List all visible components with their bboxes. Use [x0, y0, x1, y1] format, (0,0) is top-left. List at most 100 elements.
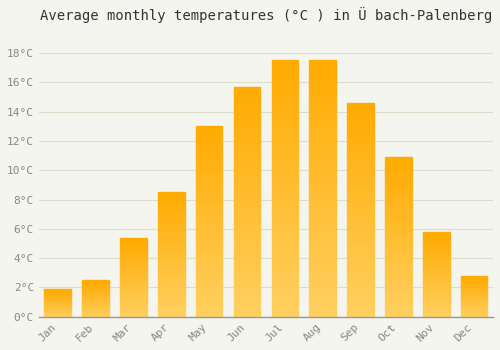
- Bar: [461, 276, 487, 317]
- Bar: [234, 234, 260, 239]
- Bar: [461, 306, 487, 307]
- Bar: [272, 214, 298, 219]
- Bar: [423, 307, 450, 308]
- Bar: [348, 197, 374, 201]
- Bar: [158, 234, 184, 237]
- Bar: [272, 65, 298, 71]
- Bar: [196, 222, 222, 225]
- Bar: [120, 244, 146, 246]
- Bar: [272, 209, 298, 214]
- Bar: [234, 169, 260, 174]
- Bar: [272, 194, 298, 199]
- Bar: [272, 60, 298, 65]
- Bar: [196, 267, 222, 271]
- Bar: [423, 264, 450, 266]
- Bar: [348, 282, 374, 287]
- Bar: [310, 271, 336, 276]
- Bar: [423, 303, 450, 305]
- Bar: [385, 157, 411, 160]
- Bar: [44, 312, 71, 313]
- Bar: [158, 207, 184, 210]
- Bar: [82, 291, 109, 292]
- Bar: [348, 103, 374, 107]
- Bar: [272, 112, 298, 117]
- Bar: [120, 310, 146, 312]
- Bar: [272, 250, 298, 255]
- Bar: [272, 266, 298, 271]
- Bar: [44, 307, 71, 308]
- Bar: [310, 86, 336, 91]
- Bar: [272, 301, 298, 307]
- Bar: [310, 76, 336, 81]
- Bar: [348, 124, 374, 128]
- Bar: [158, 210, 184, 212]
- Bar: [234, 160, 260, 165]
- Bar: [461, 283, 487, 284]
- Bar: [423, 278, 450, 279]
- Title: Average monthly temperatures (°C ) in Ü bach-Palenberg: Average monthly temperatures (°C ) in Ü …: [40, 7, 492, 23]
- Bar: [310, 266, 336, 271]
- Bar: [385, 288, 411, 291]
- Bar: [196, 286, 222, 290]
- Bar: [348, 270, 374, 274]
- Bar: [234, 96, 260, 100]
- Bar: [348, 116, 374, 120]
- Bar: [44, 309, 71, 310]
- Bar: [120, 290, 146, 292]
- Bar: [385, 163, 411, 167]
- Bar: [196, 206, 222, 210]
- Bar: [272, 189, 298, 194]
- Bar: [272, 219, 298, 224]
- Bar: [423, 301, 450, 303]
- Bar: [196, 275, 222, 279]
- Bar: [82, 313, 109, 314]
- Bar: [348, 244, 374, 248]
- Bar: [385, 228, 411, 231]
- Bar: [272, 230, 298, 235]
- Bar: [234, 87, 260, 317]
- Bar: [348, 278, 374, 282]
- Bar: [385, 259, 411, 262]
- Bar: [234, 294, 260, 299]
- Bar: [120, 241, 146, 243]
- Bar: [310, 214, 336, 219]
- Bar: [423, 257, 450, 259]
- Bar: [196, 260, 222, 264]
- Bar: [234, 142, 260, 147]
- Bar: [461, 305, 487, 306]
- Bar: [120, 274, 146, 276]
- Bar: [234, 147, 260, 151]
- Bar: [196, 248, 222, 252]
- Bar: [44, 301, 71, 302]
- Bar: [234, 188, 260, 193]
- Bar: [120, 273, 146, 274]
- Bar: [120, 288, 146, 290]
- Bar: [234, 303, 260, 308]
- Bar: [272, 296, 298, 301]
- Bar: [272, 60, 298, 317]
- Bar: [158, 257, 184, 259]
- Bar: [385, 282, 411, 285]
- Bar: [82, 300, 109, 301]
- Bar: [120, 255, 146, 257]
- Bar: [461, 297, 487, 298]
- Bar: [385, 243, 411, 246]
- Bar: [310, 245, 336, 250]
- Bar: [348, 227, 374, 231]
- Bar: [234, 248, 260, 252]
- Bar: [196, 149, 222, 153]
- Bar: [120, 306, 146, 307]
- Bar: [120, 239, 146, 241]
- Bar: [423, 283, 450, 285]
- Bar: [44, 289, 71, 317]
- Bar: [120, 284, 146, 285]
- Bar: [196, 302, 222, 305]
- Bar: [158, 309, 184, 312]
- Bar: [348, 137, 374, 141]
- Bar: [158, 259, 184, 262]
- Bar: [196, 157, 222, 161]
- Bar: [423, 269, 450, 271]
- Bar: [196, 130, 222, 134]
- Bar: [348, 313, 374, 317]
- Bar: [423, 251, 450, 252]
